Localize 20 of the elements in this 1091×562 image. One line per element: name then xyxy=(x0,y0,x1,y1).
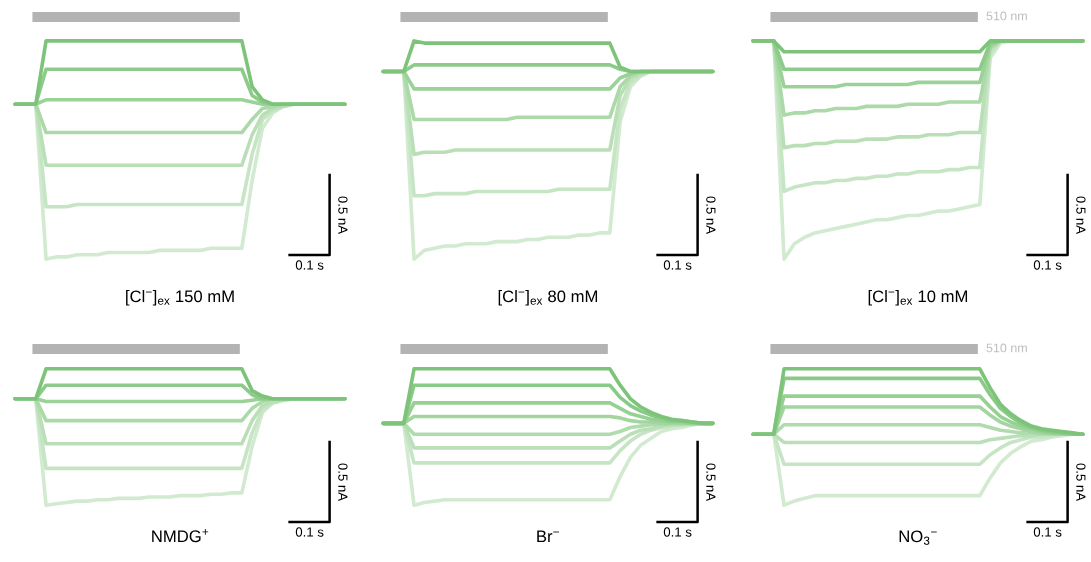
text: 510 nm xyxy=(986,343,1027,353)
text: [Cl$^{−}$]$_{ex}$ 80 mM xyxy=(498,290,598,306)
annotation: 0.5 nA xyxy=(1076,463,1086,502)
text: Br$^{−}$ xyxy=(537,530,559,543)
annotation: 0.5 nA xyxy=(338,463,348,502)
annotation: 0.5 nA xyxy=(706,463,716,502)
text: 0.1 s xyxy=(663,527,692,537)
annotation: 0.5 nA xyxy=(706,196,716,235)
text: 0.1 s xyxy=(1033,260,1062,270)
annotation: 0.5 nA xyxy=(1076,196,1086,235)
text: 0.1 s xyxy=(663,260,692,270)
text: NMDG$^{+}$ xyxy=(152,529,209,543)
annotation: 0.5 nA xyxy=(338,196,348,235)
text: 0.1 s xyxy=(1033,527,1062,537)
text: 0.1 s xyxy=(295,527,324,537)
text: 0.1 s xyxy=(295,260,324,270)
text: NO$_{3}$$^{−}$ xyxy=(899,530,937,545)
text: [Cl$^{−}$]$_{ex}$ 10 mM xyxy=(868,290,968,306)
text: 510 nm xyxy=(986,11,1027,21)
text: [Cl$^{−}$]$_{ex}$ 150 mM xyxy=(126,290,234,306)
